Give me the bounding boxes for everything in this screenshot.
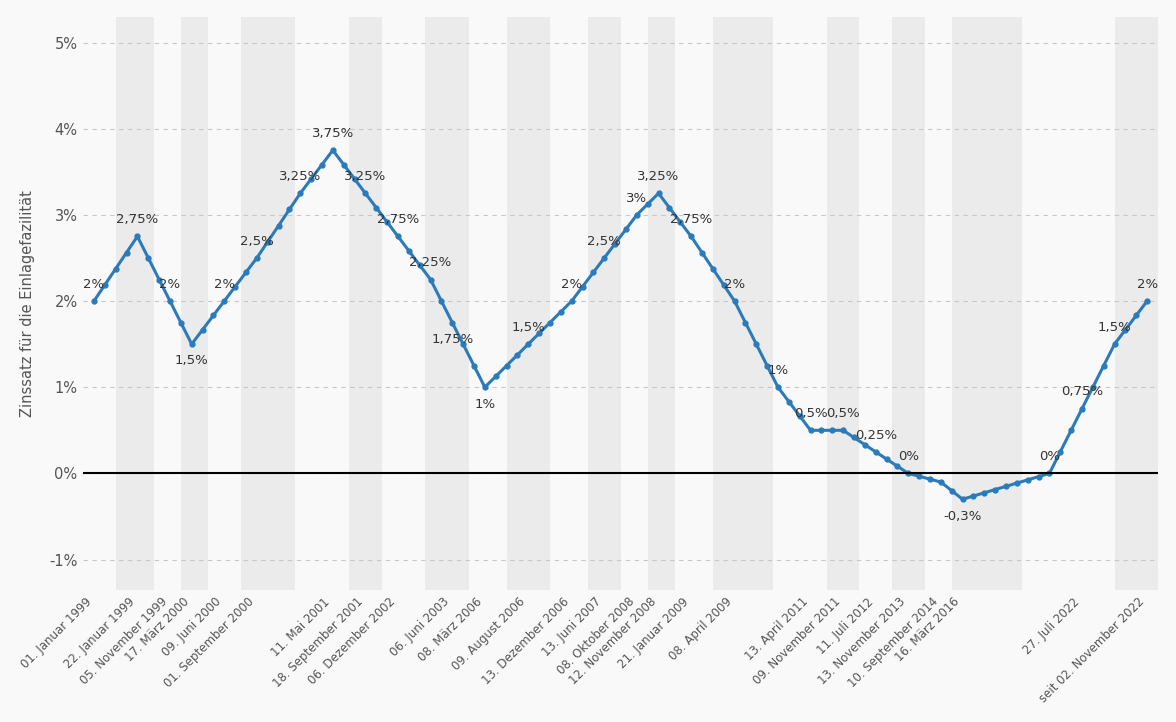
Text: 0,75%: 0,75% <box>1061 386 1103 399</box>
Bar <box>951 17 1022 590</box>
Text: 2,25%: 2,25% <box>409 256 452 269</box>
Text: 2%: 2% <box>160 278 181 291</box>
Text: 0%: 0% <box>1038 450 1060 463</box>
Text: 2%: 2% <box>1136 278 1157 291</box>
Text: -0,3%: -0,3% <box>943 510 982 523</box>
Text: 0,25%: 0,25% <box>855 429 897 442</box>
Bar <box>713 17 773 590</box>
Text: 2%: 2% <box>724 278 746 291</box>
Bar <box>1115 17 1158 590</box>
Bar <box>181 17 208 590</box>
Text: 2,5%: 2,5% <box>240 235 274 248</box>
Text: 1,5%: 1,5% <box>175 355 208 367</box>
Text: 0,5%: 0,5% <box>794 407 828 420</box>
Bar <box>241 17 295 590</box>
Text: 2%: 2% <box>561 278 582 291</box>
Text: 1,75%: 1,75% <box>432 333 474 346</box>
Text: 3,25%: 3,25% <box>279 170 321 183</box>
Text: 2,75%: 2,75% <box>376 213 419 226</box>
Text: 0,5%: 0,5% <box>827 407 860 420</box>
Text: 2,75%: 2,75% <box>670 213 713 226</box>
Text: 2%: 2% <box>214 278 235 291</box>
Text: 1%: 1% <box>474 398 495 411</box>
Bar <box>891 17 924 590</box>
Text: 3,75%: 3,75% <box>312 127 354 140</box>
Bar <box>648 17 675 590</box>
Bar <box>827 17 860 590</box>
Y-axis label: Zinssatz für die Einlagefazilität: Zinssatz für die Einlagefazilität <box>20 190 35 417</box>
Text: 2%: 2% <box>83 278 105 291</box>
Text: 3,25%: 3,25% <box>637 170 680 183</box>
Text: 3,25%: 3,25% <box>345 170 387 183</box>
Text: 2,75%: 2,75% <box>116 213 159 226</box>
Bar <box>507 17 550 590</box>
Bar <box>349 17 382 590</box>
Text: 3%: 3% <box>627 191 648 204</box>
Bar <box>425 17 468 590</box>
Text: 0%: 0% <box>897 450 918 463</box>
Text: 1,5%: 1,5% <box>1097 321 1131 334</box>
Text: 2,5%: 2,5% <box>587 235 621 248</box>
Text: 1%: 1% <box>768 364 789 377</box>
Bar <box>588 17 621 590</box>
Bar <box>115 17 154 590</box>
Text: 1,5%: 1,5% <box>512 321 546 334</box>
